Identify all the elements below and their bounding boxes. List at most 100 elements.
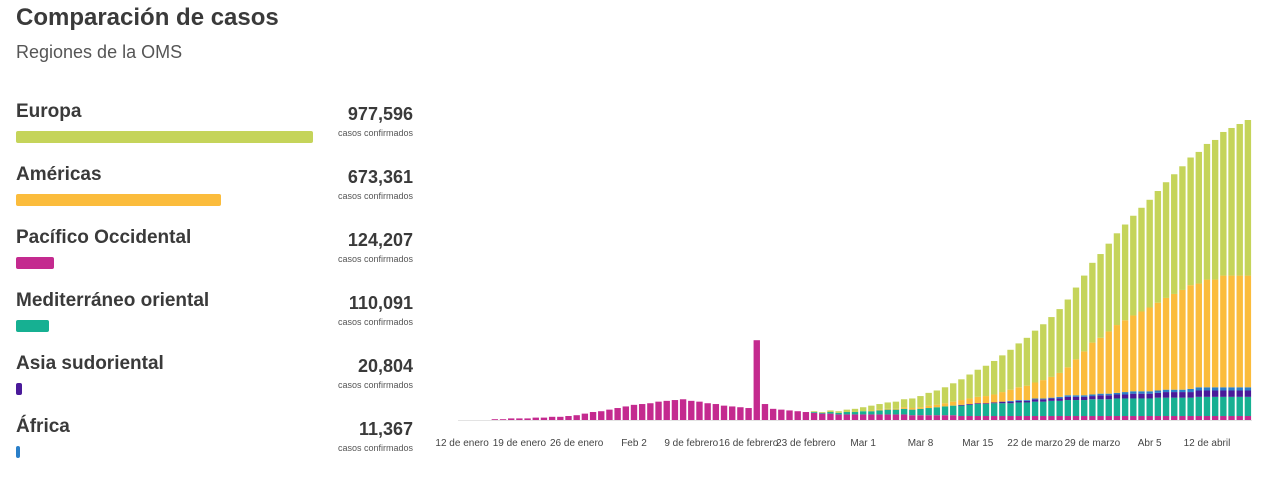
bar-segment[interactable] [1097,395,1104,400]
bar-segment[interactable] [1154,390,1162,393]
bar-segment[interactable] [1187,285,1194,389]
bar-segment[interactable] [1220,275,1227,388]
bar-segment[interactable] [622,406,629,420]
bar-segment[interactable] [843,409,850,413]
bar-segment[interactable] [1195,396,1202,417]
bar-segment[interactable] [1105,395,1112,400]
bar-segment[interactable] [1097,416,1104,420]
bar-segment[interactable] [982,404,990,417]
bar-segment[interactable] [769,408,777,420]
bar-segment[interactable] [1048,400,1055,417]
bar-segment[interactable] [999,401,1006,404]
bar-segment[interactable] [835,411,842,413]
bar-segment[interactable] [1171,392,1178,398]
bar-segment[interactable] [1154,302,1162,391]
bar-segment[interactable] [1195,416,1202,420]
bar-segment[interactable] [540,417,548,420]
bar-segment[interactable] [933,407,941,416]
bar-segment[interactable] [614,408,621,420]
bar-segment[interactable] [974,396,981,404]
bar-segment[interactable] [1007,416,1014,420]
bar-segment[interactable] [1081,396,1088,401]
bar-segment[interactable] [1154,392,1162,398]
bar-segment[interactable] [1089,399,1096,417]
bar-segment[interactable] [565,416,572,420]
bar-segment[interactable] [868,414,875,420]
bar-segment[interactable] [1040,399,1047,402]
bar-segment[interactable] [851,408,859,413]
bar-segment[interactable] [532,417,539,420]
bar-segment[interactable] [1162,389,1170,393]
bar-segment[interactable] [1236,123,1243,276]
bar-segment[interactable] [1072,287,1080,360]
bar-segment[interactable] [1023,337,1031,386]
bar-segment[interactable] [925,392,932,406]
bar-segment[interactable] [1146,398,1153,417]
bar-segment[interactable] [1121,224,1129,321]
bar-segment[interactable] [900,408,908,415]
bar-segment[interactable] [982,416,990,420]
bar-segment[interactable] [1105,416,1112,420]
bar-segment[interactable] [638,404,646,420]
bar-segment[interactable] [1015,343,1022,388]
bar-segment[interactable] [1072,359,1080,396]
bar-segment[interactable] [573,415,580,420]
bar-segment[interactable] [1064,367,1072,396]
bar-segment[interactable] [900,414,908,420]
bar-segment[interactable] [1056,309,1063,373]
bar-segment[interactable] [671,400,679,420]
bar-segment[interactable] [1072,395,1080,397]
bar-segment[interactable] [1007,349,1014,390]
bar-segment[interactable] [1187,157,1194,286]
bar-segment[interactable] [835,412,842,415]
bar-segment[interactable] [1138,311,1145,392]
bar-segment[interactable] [704,403,711,420]
bar-segment[interactable] [524,418,531,420]
bar-segment[interactable] [1056,372,1063,397]
bar-segment[interactable] [1154,416,1162,420]
bar-segment[interactable] [1048,416,1055,420]
bar-segment[interactable] [1089,396,1096,400]
bar-segment[interactable] [1179,397,1186,417]
bar-segment[interactable] [1064,396,1072,401]
bar-segment[interactable] [1007,400,1014,402]
bar-segment[interactable] [933,415,941,420]
bar-segment[interactable] [1211,416,1219,420]
bar-segment[interactable] [1064,400,1072,417]
region-row-europa[interactable]: Europa 977,596 casos confirmados [16,100,416,163]
bar-segment[interactable] [1138,416,1145,420]
bar-segment[interactable] [1195,283,1202,388]
bar-segment[interactable] [1130,391,1137,394]
bar-segment[interactable] [1040,401,1047,417]
bar-segment[interactable] [1023,416,1031,420]
bar-segment[interactable] [663,400,670,420]
bar-segment[interactable] [1220,387,1227,391]
bar-segment[interactable] [876,414,883,420]
bar-segment[interactable] [941,403,949,407]
bar-segment[interactable] [827,410,834,413]
bar-segment[interactable] [1040,380,1047,399]
bar-segment[interactable] [958,404,965,406]
bar-segment[interactable] [974,416,981,420]
bar-segment[interactable] [966,404,973,417]
bar-segment[interactable] [1228,275,1235,388]
bar-segment[interactable] [1138,398,1145,417]
bar-segment[interactable] [982,365,990,397]
bar-segment[interactable] [859,407,867,412]
bar-segment[interactable] [909,408,916,410]
bar-segment[interactable] [729,406,736,420]
bar-segment[interactable] [1064,299,1072,368]
bar-segment[interactable] [1162,297,1170,390]
bar-segment[interactable] [516,418,523,420]
bar-segment[interactable] [900,399,908,408]
bar-segment[interactable] [884,409,891,415]
bar-segment[interactable] [1015,402,1022,417]
bar-segment[interactable] [884,402,891,409]
bar-segment[interactable] [589,412,597,420]
bar-segment[interactable] [1211,387,1219,391]
bar-segment[interactable] [909,415,916,420]
bar-segment[interactable] [1048,376,1055,398]
bar-segment[interactable] [1220,396,1227,417]
bar-segment[interactable] [1171,174,1178,294]
bar-segment[interactable] [1015,400,1022,401]
